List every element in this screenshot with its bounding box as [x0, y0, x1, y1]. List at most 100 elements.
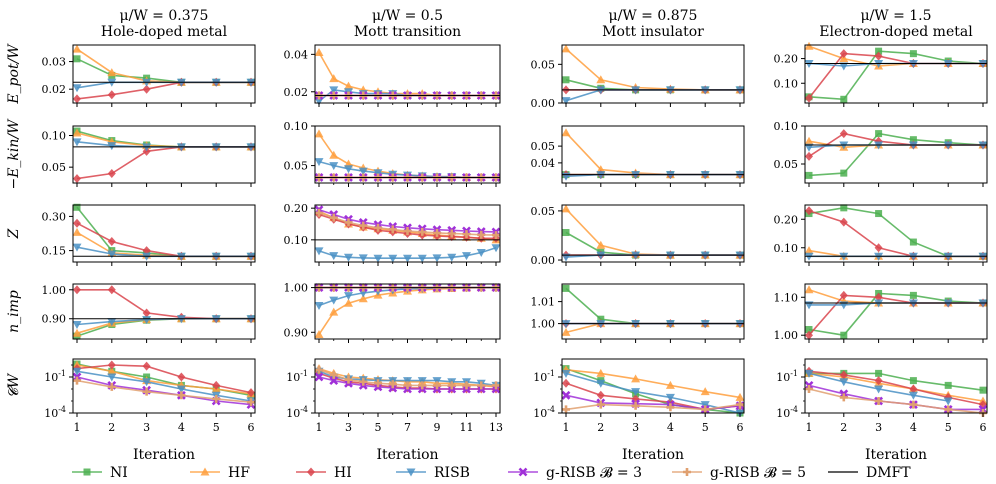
y-tick-label: 1.10: [774, 291, 799, 304]
legend-label: HI: [334, 465, 352, 481]
series-ni-r1-c4: [805, 47, 987, 103]
axes-frame: [804, 125, 988, 184]
point-g-risb-5-6: [388, 225, 397, 234]
point-g-risb-5-5: [374, 223, 382, 232]
point-g-risb-5-13: [492, 381, 500, 390]
line-hi: [808, 370, 984, 406]
y-tick-label: 0.10: [42, 130, 67, 143]
point-risb-3: [142, 378, 152, 387]
axes-frame: [804, 44, 988, 104]
series-hf-r3-c3: [561, 204, 745, 259]
column-subtitle-1: Hole-doped metal: [101, 24, 228, 40]
y-tick-label: 0.10: [284, 234, 309, 247]
x-tick-label: 2: [108, 421, 115, 434]
point-hf-2: [596, 165, 606, 174]
point-g-risb-5-2: [107, 382, 116, 391]
series-g-risb-5-r5-c4: [805, 385, 987, 417]
point-hi-3: [874, 376, 883, 386]
y-tick-label: 0.05: [42, 161, 67, 174]
column-subtitle-2: Mott transition: [354, 24, 461, 40]
line-hf: [76, 48, 251, 84]
x-tick-label: 2: [597, 421, 604, 434]
point-risb-1: [314, 97, 324, 106]
panel-r2-c3: 0.04 0.05: [531, 125, 745, 187]
point-hi-6: [247, 388, 255, 398]
line-hf: [565, 369, 741, 399]
point-g-risb-5-11: [462, 381, 471, 390]
point-g-risb-5-3: [344, 218, 353, 227]
panel-r5-c2: 10-410-11 3 5 7 9 11 13: [286, 358, 503, 434]
point-risb-1: [72, 84, 82, 93]
point-risb-8: [417, 254, 427, 263]
x-tick-label: 6: [737, 421, 744, 434]
y-tick-exp: -1: [547, 369, 555, 378]
x-tick-label: 13: [489, 421, 503, 434]
point-g-risb-5-12: [477, 381, 486, 390]
y-tick-label: 0.04: [284, 48, 309, 61]
point-hi-2: [107, 90, 116, 100]
y-tick-exp: -4: [58, 405, 66, 414]
point-g-risb-5-1: [805, 385, 813, 393]
y-tick-exp: -4: [790, 405, 798, 414]
point-g-risb-5-1: [315, 365, 323, 374]
panel-r4-c1: 0.90 1.00: [42, 283, 256, 343]
legend-item-g-risb-5: g-RISB 𝓑 = 5: [672, 465, 806, 481]
point-hi-1: [805, 151, 813, 161]
point-g-risb-5-8: [418, 381, 427, 390]
point-g-risb-5-1: [73, 376, 81, 385]
point-g-risb-5-2: [596, 400, 605, 409]
point-g-risb-5-10: [447, 229, 456, 238]
panel-r4-c2: 0.90 1.00: [284, 282, 501, 343]
line-hi: [808, 209, 983, 258]
y-axis-label-1: E_pot/W: [6, 43, 22, 105]
point-ni-4: [909, 238, 917, 246]
point-hf-2: [329, 307, 339, 316]
point-hf-1: [314, 47, 324, 56]
y-axis-label-2: −E_kin/W: [6, 118, 22, 190]
point-hf-2: [107, 68, 117, 77]
point-hf-1: [804, 41, 814, 50]
point-risb-2: [107, 250, 117, 259]
point-g-risb-5-1: [315, 208, 323, 217]
x-tick-label: 5: [375, 421, 382, 434]
point-hi-1: [73, 218, 81, 228]
point-risb-9: [432, 254, 442, 263]
point-risb-3: [631, 388, 641, 397]
y-tick-label: 10-1: [286, 369, 308, 384]
point-hi-3: [874, 51, 883, 61]
line-hi: [76, 146, 251, 180]
panel-r1-c4: 0.10 0.20: [774, 41, 988, 107]
point-hi-3: [142, 84, 151, 94]
series-risb-r3-c3: [561, 251, 745, 262]
y-tick-exp: -1: [790, 369, 798, 378]
point-hf-1: [72, 328, 82, 337]
series-hf-r2-c3: [561, 128, 745, 179]
y-tick-base: 10: [776, 371, 790, 384]
point-risb-4: [176, 385, 186, 394]
point-risb-8: [417, 377, 427, 386]
line-ni: [808, 292, 984, 337]
series-g-risb-5-r3-c2: [315, 208, 500, 240]
point-g-risb-5-1: [562, 405, 570, 414]
point-risb-1: [72, 138, 82, 147]
point-g-risb-5-4: [909, 400, 918, 409]
series-g-risb-5-r5-c2: [315, 365, 500, 390]
point-ni-1: [805, 326, 813, 334]
point-hi-5: [212, 380, 221, 390]
point-hi-2: [107, 360, 116, 370]
point-ni-4: [909, 136, 917, 144]
line-ni: [565, 367, 741, 414]
point-ni-5: [944, 381, 952, 389]
x-axis-label-1: Iteration: [133, 447, 195, 463]
point-g-risb-5-5: [944, 405, 953, 414]
point-hf-1: [314, 330, 324, 339]
point-hf-1: [72, 44, 82, 53]
panel-r5-c1: 10-410-11 2 3 4 5 6: [44, 358, 256, 434]
point-ni-2: [840, 204, 848, 212]
column-title-4: μ/W = 1.5: [860, 8, 931, 24]
line-risb: [565, 89, 740, 102]
point-hf-1: [561, 204, 571, 213]
y-tick-label: 1.01: [531, 296, 556, 309]
line-hf: [565, 48, 740, 91]
axes-frame: [72, 125, 256, 184]
